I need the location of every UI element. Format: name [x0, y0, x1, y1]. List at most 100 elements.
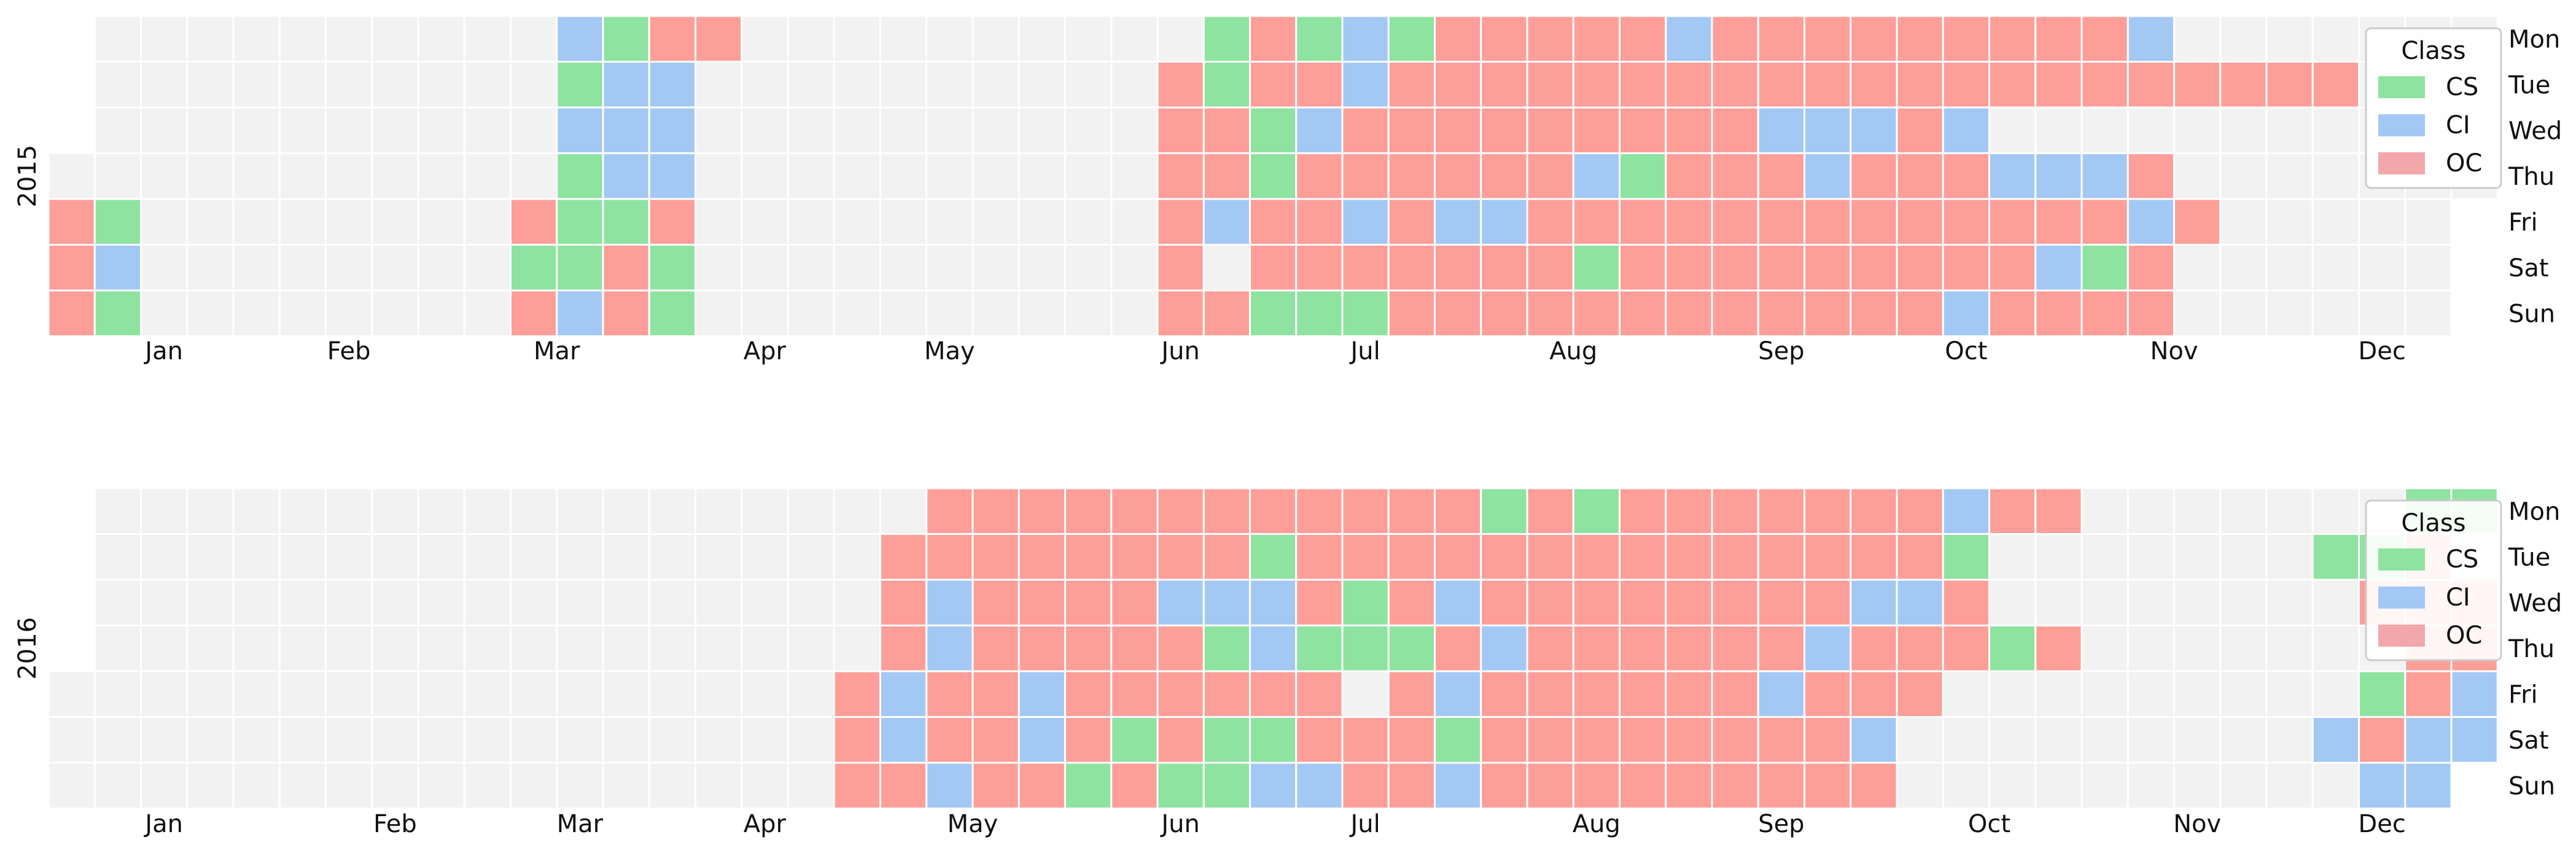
heatmap-cell — [1480, 625, 1528, 672]
heatmap-cell — [1064, 533, 1113, 581]
heatmap-cell — [1711, 762, 1759, 809]
heatmap-cell — [1249, 670, 1298, 718]
heatmap-cell — [971, 487, 1020, 535]
heatmap-cell — [1202, 579, 1251, 626]
heatmap-cell — [2404, 244, 2453, 292]
heatmap-cell — [1988, 762, 2037, 809]
heatmap-cell — [2173, 244, 2222, 292]
heatmap-cell — [1295, 487, 1344, 535]
heatmap-cell — [325, 487, 373, 535]
heatmap-cell — [1757, 579, 1805, 626]
heatmap-cell — [1942, 487, 1990, 535]
heatmap-cell — [602, 762, 650, 809]
heatmap-cell — [833, 289, 881, 337]
heatmap-cell — [2219, 625, 2268, 672]
heatmap-cell — [648, 15, 696, 63]
heatmap-cell — [1711, 61, 1759, 109]
heatmap-cell — [1341, 198, 1390, 246]
heatmap-cell — [1156, 487, 1205, 535]
heatmap-cell — [556, 625, 604, 672]
month-label: Apr — [744, 810, 787, 838]
weekday-label: Thu — [2508, 635, 2555, 663]
heatmap-cell — [1665, 61, 1713, 109]
heatmap-cell — [2127, 625, 2175, 672]
heatmap-cell — [1665, 15, 1713, 63]
heatmap-cell — [1572, 487, 1621, 535]
heatmap-cell — [463, 579, 512, 626]
heatmap-cell — [648, 152, 696, 200]
heatmap-cell — [47, 244, 96, 292]
heatmap-cell — [741, 289, 789, 337]
heatmap-cell — [1804, 533, 1852, 581]
month-label: Sep — [1758, 337, 1804, 365]
heatmap-cell — [1526, 106, 1574, 154]
heatmap-cell — [1757, 289, 1805, 337]
heatmap-panel-2015: Mon Tue Wed Thu Fri Sat Sun Jan Feb Mar Apr May Jun J… — [0, 15, 2562, 365]
heatmap-cell — [1018, 762, 1066, 809]
heatmap-cell — [2358, 716, 2407, 764]
heatmap-cell — [93, 198, 142, 246]
heatmap-cell — [1249, 152, 1298, 200]
heatmap-cell — [2358, 198, 2407, 246]
heatmap-cell — [2265, 716, 2314, 764]
heatmap-cell — [1896, 625, 1944, 672]
weekday-label: Sun — [2508, 772, 2555, 800]
heatmap-cell — [1434, 533, 1482, 581]
heatmap-cell — [186, 61, 235, 109]
heatmap-cell — [325, 533, 373, 581]
legend-entry-cs: CS — [2446, 545, 2478, 574]
heatmap-cell — [1295, 198, 1344, 246]
heatmap-cell — [2311, 625, 2360, 672]
heatmap-cell — [879, 670, 928, 718]
heatmap-cell — [741, 15, 789, 63]
heatmap-cell — [1850, 289, 1898, 337]
heatmap-cell — [1064, 625, 1113, 672]
heatmap-cell — [602, 579, 650, 626]
heatmap-cell — [232, 579, 281, 626]
heatmap-cell — [2265, 152, 2314, 200]
heatmap-cell — [93, 244, 142, 292]
heatmap-cell — [602, 244, 650, 292]
heatmap-cell — [833, 670, 881, 718]
heatmap-cell — [1942, 15, 1990, 63]
weekday-label: Mon — [2508, 497, 2560, 526]
heatmap-cell — [1526, 533, 1574, 581]
heatmap-cell — [2034, 61, 2083, 109]
heatmap-cell — [1942, 579, 1990, 626]
heatmap-cell — [278, 61, 327, 109]
heatmap-cell — [1942, 106, 1990, 154]
heatmap-cell — [741, 579, 789, 626]
heatmap-cell — [463, 762, 512, 809]
heatmap-cell — [1110, 670, 1159, 718]
heatmap-cell — [510, 579, 558, 626]
heatmap-cell — [278, 487, 327, 535]
heatmap-cell — [1064, 670, 1113, 718]
heatmap-cell — [2127, 15, 2175, 63]
heatmap-cell — [925, 670, 974, 718]
heatmap-cell — [2034, 106, 2083, 154]
heatmap-cell — [1804, 15, 1852, 63]
heatmap-cell — [417, 579, 465, 626]
heatmap-cell — [2311, 579, 2360, 626]
heatmap-cell — [1988, 716, 2037, 764]
heatmap-cell — [417, 15, 465, 63]
heatmap-cell — [1711, 533, 1759, 581]
heatmap-cell — [2450, 716, 2499, 764]
heatmap-cell — [602, 625, 650, 672]
heatmap-cell — [1295, 670, 1344, 718]
heatmap-cell — [47, 289, 96, 337]
month-label: Jun — [1159, 810, 1200, 838]
heatmap-cell — [741, 106, 789, 154]
heatmap-cell — [695, 625, 743, 672]
heatmap-cell — [2173, 106, 2222, 154]
heatmap-cell — [463, 61, 512, 109]
heatmap-cell — [787, 15, 835, 63]
heatmap-cell — [186, 533, 235, 581]
month-label: Mar — [557, 810, 604, 838]
heatmap-cell — [2080, 533, 2129, 581]
heatmap-cell — [1619, 152, 1667, 200]
heatmap-cell — [1757, 625, 1805, 672]
heatmap-cell — [2034, 487, 2083, 535]
heatmap-cell — [741, 762, 789, 809]
heatmap-cell — [741, 487, 789, 535]
